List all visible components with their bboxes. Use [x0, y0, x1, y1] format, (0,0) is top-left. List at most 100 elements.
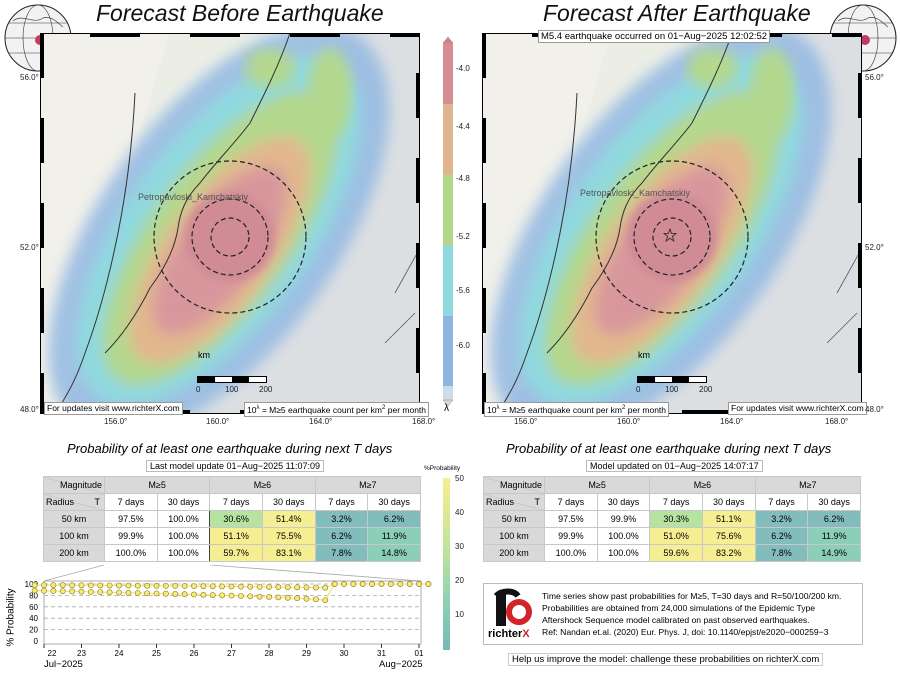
scale-unit: km — [638, 350, 650, 360]
scale-bar — [197, 376, 267, 383]
data-point — [322, 597, 329, 604]
data-point — [78, 588, 85, 595]
probability-cell: 3.2% — [314, 510, 369, 528]
updates-note: For updates visit www.richterX.com — [728, 402, 867, 415]
data-point — [191, 591, 197, 598]
colorbar-segment — [443, 104, 453, 175]
y-tick-label: 60 — [29, 603, 38, 612]
y-tick-label: 0 — [34, 637, 39, 646]
data-point — [209, 583, 216, 590]
left-probability-table: Magnitude M≥5 M≥6 M≥7 Radius T 7 days 30 days 7 … — [43, 476, 422, 562]
table-row: 100 km 99.9% 100.0% 51.0% 75.6% 6.2% 11.9% — [483, 527, 861, 545]
radius-label: 100 km — [483, 527, 545, 545]
probability-cell: 6.2% — [367, 510, 421, 528]
y-tick-label: 20 — [29, 626, 38, 635]
right-forecast-map[interactable] — [482, 33, 862, 414]
data-point — [31, 582, 38, 589]
colorbar-tick: -4.8 — [456, 174, 470, 183]
x-tick-label: 25 — [152, 649, 161, 658]
left-forecast-map[interactable] — [40, 33, 420, 414]
radius-label: 100 km — [43, 527, 105, 545]
data-point — [162, 582, 169, 589]
left-table-title: Probability of at least one earthquake d… — [67, 441, 393, 456]
lon-label: 164.0° — [309, 417, 333, 426]
magnitude-header: M≥6 — [649, 476, 756, 494]
right-map-title: Forecast After Earthquake — [543, 0, 811, 26]
scale-tick: 0 — [636, 385, 641, 394]
data-point — [331, 581, 338, 587]
corner-radius-label: Radius T — [483, 493, 545, 511]
probability-time-series: 100 80 60 40 20 0 22 23 24 25 26 27 28 29 30 31 01 — [25, 565, 432, 658]
probability-cell: 14.9% — [807, 544, 861, 562]
x-tick-label: 29 — [302, 649, 311, 658]
probability-cell: 97.5% — [104, 510, 158, 528]
data-point — [303, 584, 310, 591]
data-point — [153, 582, 160, 589]
info-box: richterX Time series show past probabili… — [483, 583, 863, 645]
lon-label: 156.0° — [104, 417, 128, 426]
lat-label: 48.0° — [20, 405, 39, 414]
x-tick-label: 31 — [377, 649, 386, 658]
lat-label: 52.0° — [20, 243, 39, 252]
data-point — [406, 581, 413, 587]
event-note: M5.4 earthquake occurred on 01−Aug−2025 … — [538, 30, 771, 43]
colorbar-tick: -5.6 — [456, 286, 470, 295]
prob-colorbar-tick: 20 — [455, 576, 464, 585]
probability-cell: 83.2% — [701, 544, 756, 562]
x-month-label: Aug−2025 — [379, 659, 423, 670]
colorbar-tick: -4.4 — [456, 122, 470, 131]
probability-cell: 6.2% — [807, 510, 861, 528]
probability-cell: 6.2% — [754, 527, 809, 545]
scale-tick: 100 — [225, 385, 239, 394]
y-tick-label: 40 — [29, 614, 38, 623]
probability-cell: 11.9% — [807, 527, 861, 545]
table-row: 200 km 100.0% 100.0% 59.7% 83.1% 7.8% 14.8% — [43, 544, 421, 562]
lat-label: 52.0° — [865, 243, 884, 252]
probability-cell: 99.9% — [544, 527, 598, 545]
data-point — [162, 590, 169, 597]
data-point — [125, 589, 132, 596]
rate-unit-note: 10λ = M≥5 earthquake count per km2 per m… — [244, 402, 430, 417]
probability-cell: 59.6% — [649, 544, 703, 562]
probability-cell: 59.7% — [209, 544, 263, 562]
data-point — [78, 582, 85, 589]
x-tick-label: 26 — [190, 649, 199, 658]
data-point — [378, 581, 385, 587]
prob-colorbar-tick: 50 — [455, 474, 464, 483]
data-point — [247, 593, 254, 600]
probability-cell: 99.9% — [104, 527, 158, 545]
data-point — [31, 587, 38, 594]
lon-label: 164.0° — [720, 417, 744, 426]
data-point — [200, 583, 207, 590]
lon-label: 168.0° — [825, 417, 849, 426]
y-tick-label: 80 — [29, 591, 38, 600]
table-row: 50 km 97.5% 100.0% 30.6% 51.4% 3.2% 6.2% — [43, 510, 421, 528]
data-point — [237, 593, 244, 599]
data-point — [134, 582, 141, 589]
data-point — [284, 594, 291, 601]
probability-cell: 11.9% — [367, 527, 421, 545]
footer-link-note[interactable]: Help us improve the model: challenge the… — [508, 653, 824, 666]
prob-colorbar-tick: 30 — [455, 542, 464, 551]
data-point — [237, 583, 244, 590]
probability-cell: 100.0% — [156, 544, 211, 562]
data-point — [425, 581, 432, 587]
info-line: Time series show past probabilities for … — [542, 591, 842, 601]
scale-tick: 0 — [196, 385, 201, 394]
data-point — [284, 584, 291, 591]
colorbar-symbol: λ — [444, 403, 449, 414]
data-point — [266, 584, 272, 590]
zoom-connector-line — [43, 565, 105, 582]
info-line: Aftershock Sequence model calibrated on … — [542, 615, 810, 625]
data-point — [106, 582, 113, 589]
data-point — [219, 583, 226, 590]
data-point — [69, 582, 76, 589]
data-point — [275, 594, 282, 601]
data-point — [416, 581, 422, 587]
scale-unit: km — [198, 350, 210, 360]
probability-cell: 6.2% — [314, 527, 369, 545]
scale-tick: 100 — [665, 385, 679, 394]
probability-cell: 51.1% — [209, 527, 263, 545]
probability-cell: 100.0% — [544, 544, 598, 562]
data-point — [322, 584, 329, 591]
